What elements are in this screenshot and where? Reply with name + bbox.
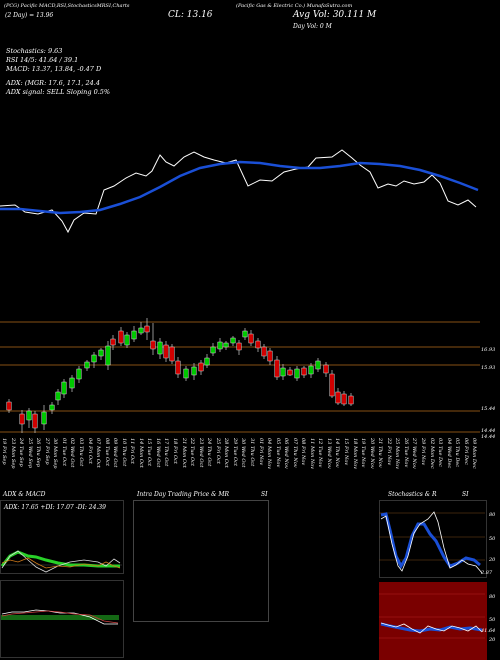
price-label-2: 15.93 [481,365,496,371]
header-line1-left: (PCG) Pacific MACD,RSI,StochasticsMRSI,C… [4,3,130,9]
candle-body [41,411,47,425]
day-price: (2 Day) = 13.96 [5,12,54,19]
adx-orange-line [1,557,121,569]
candle-body [267,350,273,362]
candle-body [157,341,163,355]
candle-body [236,342,242,351]
candle-body [61,381,67,395]
intraday-si: SI [261,491,268,498]
day-volume: Day Vol: 0 M [293,23,332,30]
macd-line [1,609,118,625]
stoch-axis-80: 80 [489,512,496,518]
candle-body [55,391,61,401]
price-label-1: 16.93 [481,347,496,353]
rsi-panel [379,582,487,660]
candle-body [118,330,124,344]
price-label-3: 15.44 [481,406,496,412]
candle-body [280,367,286,377]
candle-body [315,360,321,370]
candle-body [348,395,354,405]
candle-body [175,360,181,375]
candle-body [335,391,341,404]
candle-body [84,361,90,369]
stoch-si: SI [462,491,469,498]
candle-body [294,368,300,379]
rsi-axis-50: 50 [489,617,496,623]
candle-body [110,338,116,346]
candle-body [191,366,197,376]
adx-readout: ADX: (MGR: 17.6, 17.1, 24.4 [6,79,101,87]
candle-body [138,327,144,334]
rsi-readout: RSI 14/5: 41.64 / 39.1 [6,56,79,64]
candle-body [287,369,293,376]
avg-volume: Avg Vol: 30.111 M [293,10,377,20]
ema-line [0,160,479,215]
intraday-panel [133,500,269,622]
adx-values: ADX: 17.65 +DI: 17.07 -DI: 24.39 [4,504,106,511]
candle-body [198,362,204,372]
stoch-axis-50: 50 [489,536,496,542]
candle-body [76,368,82,380]
stoch-white-line [380,511,483,574]
candle-body [217,341,223,350]
price-label-5: 14.44 [481,434,496,440]
macd-signal-line [1,610,119,624]
candle-body [274,359,280,378]
candle-body [19,413,25,425]
macd-panel [0,580,124,658]
intraday-title: Intra Day Trading Price & MR [137,491,230,498]
candle-body [131,330,137,340]
candle-body [105,345,111,366]
close-price: CL: 13.16 [168,10,213,20]
stoch-axis-value: 2.87 [481,570,493,576]
adx-macd-title: ADX & MACD [3,491,46,498]
candle-body [308,365,314,375]
candle-body [49,404,55,411]
candle-body [248,333,254,344]
candle-body [163,344,169,359]
candle-body [69,377,75,389]
candle-body [204,357,210,366]
macd-readout: MACD: 13.37, 13.84, -0.47 D [6,65,102,73]
stoch-axis-20: 20 [489,557,496,563]
rsi-axis-20: 20 [489,637,496,643]
candle-body [91,354,97,363]
price-label-4: 14.44 [481,428,496,434]
candle-body [124,334,130,346]
candle-body [98,349,104,357]
candle-body [329,373,335,397]
rsi-axis-value: 41.64 [481,628,496,634]
candle-body [210,346,216,354]
candle-body [183,368,189,379]
candle-body [223,342,229,348]
candle-body [255,340,261,349]
candle-body [144,325,150,333]
candle-body [32,413,38,429]
stochastics-panel [379,500,487,578]
rsi-white-line [380,622,483,634]
header-line1-right: (Pacific Gas & Electric Co.) MunafaSutra… [236,3,353,9]
rsi-axis-80: 80 [489,594,496,600]
adx-green-line [0,550,120,568]
rsi-blue-line [380,622,483,633]
candle-body [323,364,329,374]
adx-signal-readout: ADX signal: SELL Sloping 0.5% [6,88,111,96]
adx-panel [0,500,124,574]
main-price-chart [0,149,480,433]
candle-body [230,337,236,344]
candle-body [301,367,307,376]
candle-body [169,346,175,362]
candle-body [26,410,32,421]
candle-body [242,330,248,338]
stochastics-readout: Stochastics: 9.63 [6,47,63,55]
candle-body [150,340,156,350]
stoch-title: Stochastics & R [388,491,437,498]
candle-body [6,401,12,411]
price-line [0,149,477,234]
candle-body [341,393,347,405]
candle-body [261,346,267,357]
